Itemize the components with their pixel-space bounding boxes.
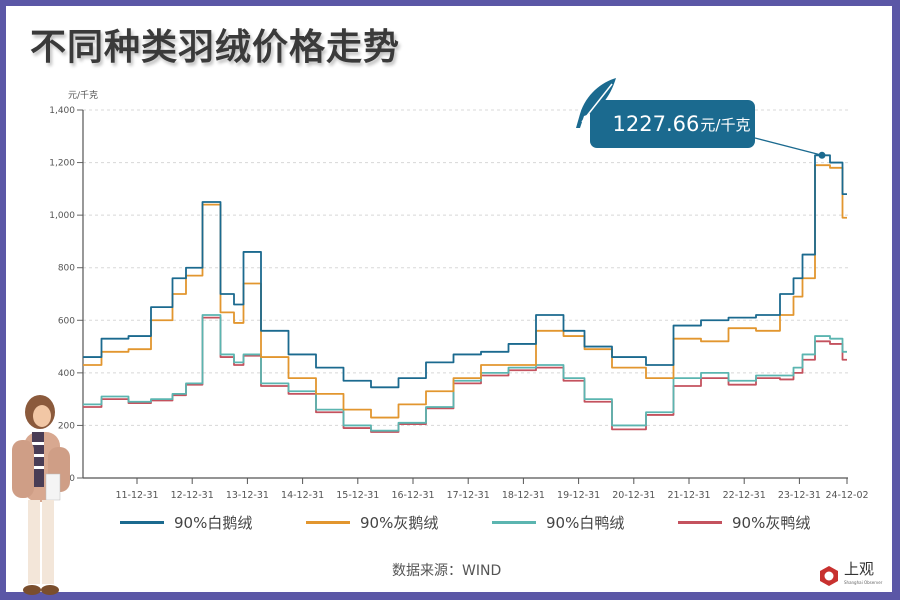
y-tick-label: 0 xyxy=(69,474,75,484)
peak-callout: 1227.66 元/千克 xyxy=(576,78,755,148)
x-tick-label: 22-12-31 xyxy=(723,490,766,501)
x-tick-label: 23-12-31 xyxy=(778,490,821,501)
legend-label: 90%白鸭绒 xyxy=(546,514,625,532)
legend-swatch-white-duck xyxy=(492,521,536,524)
x-tick-label: 21-12-31 xyxy=(667,490,710,501)
legend-item-grey-goose[interactable]: 90%灰鹅绒 xyxy=(306,512,492,533)
series-line xyxy=(83,314,847,432)
y-tick-label: 1,200 xyxy=(49,159,75,169)
x-tick-label: 20-12-31 xyxy=(612,490,655,501)
series-line xyxy=(83,154,847,389)
hexagon-logo-icon xyxy=(820,566,838,586)
y-tick-label: 600 xyxy=(58,316,75,326)
legend-label: 90%灰鹅绒 xyxy=(360,514,439,532)
x-tick-label: 15-12-31 xyxy=(336,490,379,501)
callout-value: 1227.66 xyxy=(612,112,700,136)
x-tick-label: 13-12-31 xyxy=(226,490,269,501)
y-tick-label: 400 xyxy=(58,369,75,379)
x-tick-label: 16-12-31 xyxy=(391,490,434,501)
y-tick-label: 800 xyxy=(58,264,75,274)
callout-connector xyxy=(754,137,823,156)
legend-item-grey-duck[interactable]: 90%灰鸭绒 xyxy=(678,512,864,533)
x-tick-label: 14-12-31 xyxy=(281,490,324,501)
legend-label: 90%灰鸭绒 xyxy=(732,514,811,532)
legend-label: 90%白鹅绒 xyxy=(174,514,253,532)
x-tick-label: 24-12-02 xyxy=(825,490,868,501)
x-tick-label: 18-12-31 xyxy=(502,490,545,501)
x-tick-label: 19-12-31 xyxy=(557,490,600,501)
feather-icon xyxy=(576,78,616,128)
y-tick-label: 1,400 xyxy=(49,106,75,116)
y-axis-unit: 元/千克 xyxy=(68,90,98,101)
data-source: 数据来源：WIND xyxy=(392,563,502,579)
x-tick-label: 12-12-31 xyxy=(171,490,214,501)
chart-legend: 90%白鹅绒 90%灰鹅绒 90%白鸭绒 90%灰鸭绒 xyxy=(120,512,864,533)
y-tick-label: 1,000 xyxy=(49,211,75,221)
x-tick-label: 11-12-31 xyxy=(115,490,158,501)
legend-swatch-grey-goose xyxy=(306,521,350,524)
y-tick-label: 200 xyxy=(58,421,75,431)
legend-item-white-goose[interactable]: 90%白鹅绒 xyxy=(120,512,306,533)
logo-subtitle: Shanghai Observer xyxy=(844,580,883,585)
legend-swatch-white-goose xyxy=(120,521,164,524)
legend-item-white-duck[interactable]: 90%白鸭绒 xyxy=(492,512,678,533)
callout-unit: 元/千克 xyxy=(700,115,751,134)
peak-marker xyxy=(818,151,826,159)
page-title: 不同种类羽绒价格走势 xyxy=(30,27,401,68)
legend-swatch-grey-duck xyxy=(678,521,722,524)
series-line xyxy=(83,316,847,433)
logo-text: 上观 xyxy=(844,560,875,578)
woman-illustration-icon xyxy=(12,395,70,595)
x-tick-label: 17-12-31 xyxy=(447,490,490,501)
shanghai-observer-logo[interactable]: 上观 Shanghai Observer xyxy=(818,562,882,590)
series-line xyxy=(83,164,847,419)
